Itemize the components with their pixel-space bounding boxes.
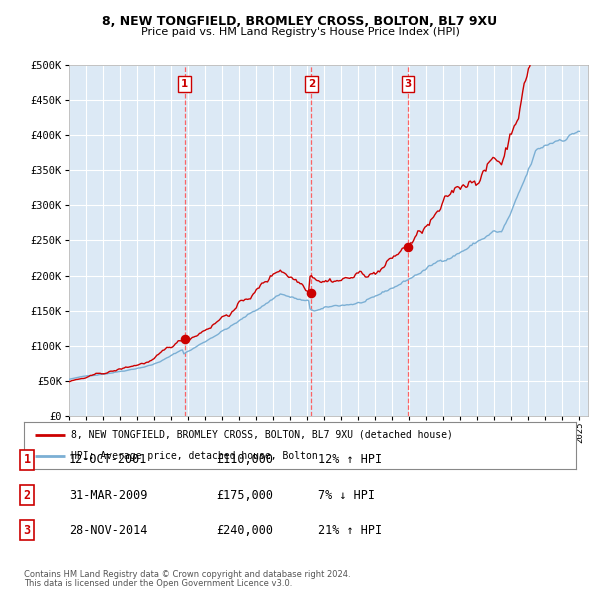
Text: £175,000: £175,000 xyxy=(216,489,273,502)
Text: 8, NEW TONGFIELD, BROMLEY CROSS, BOLTON, BL7 9XU: 8, NEW TONGFIELD, BROMLEY CROSS, BOLTON,… xyxy=(103,15,497,28)
Text: 3: 3 xyxy=(23,524,31,537)
Text: 21% ↑ HPI: 21% ↑ HPI xyxy=(318,524,382,537)
Point xyxy=(307,289,316,298)
Text: 1: 1 xyxy=(181,79,188,89)
Text: Contains HM Land Registry data © Crown copyright and database right 2024.: Contains HM Land Registry data © Crown c… xyxy=(24,571,350,579)
Point xyxy=(180,334,190,343)
Text: Price paid vs. HM Land Registry's House Price Index (HPI): Price paid vs. HM Land Registry's House … xyxy=(140,27,460,37)
Text: 2: 2 xyxy=(308,79,315,89)
Text: 1: 1 xyxy=(23,453,31,466)
Text: 2: 2 xyxy=(23,489,31,502)
Text: HPI: Average price, detached house, Bolton: HPI: Average price, detached house, Bolt… xyxy=(71,451,317,461)
Text: £240,000: £240,000 xyxy=(216,524,273,537)
Text: 12% ↑ HPI: 12% ↑ HPI xyxy=(318,453,382,466)
Text: 8, NEW TONGFIELD, BROMLEY CROSS, BOLTON, BL7 9XU (detached house): 8, NEW TONGFIELD, BROMLEY CROSS, BOLTON,… xyxy=(71,430,453,440)
Text: 28-NOV-2014: 28-NOV-2014 xyxy=(69,524,148,537)
Text: 31-MAR-2009: 31-MAR-2009 xyxy=(69,489,148,502)
Point xyxy=(403,242,413,252)
Text: 3: 3 xyxy=(404,79,412,89)
Text: 12-OCT-2001: 12-OCT-2001 xyxy=(69,453,148,466)
Text: 7% ↓ HPI: 7% ↓ HPI xyxy=(318,489,375,502)
Text: £110,000: £110,000 xyxy=(216,453,273,466)
Text: This data is licensed under the Open Government Licence v3.0.: This data is licensed under the Open Gov… xyxy=(24,579,292,588)
